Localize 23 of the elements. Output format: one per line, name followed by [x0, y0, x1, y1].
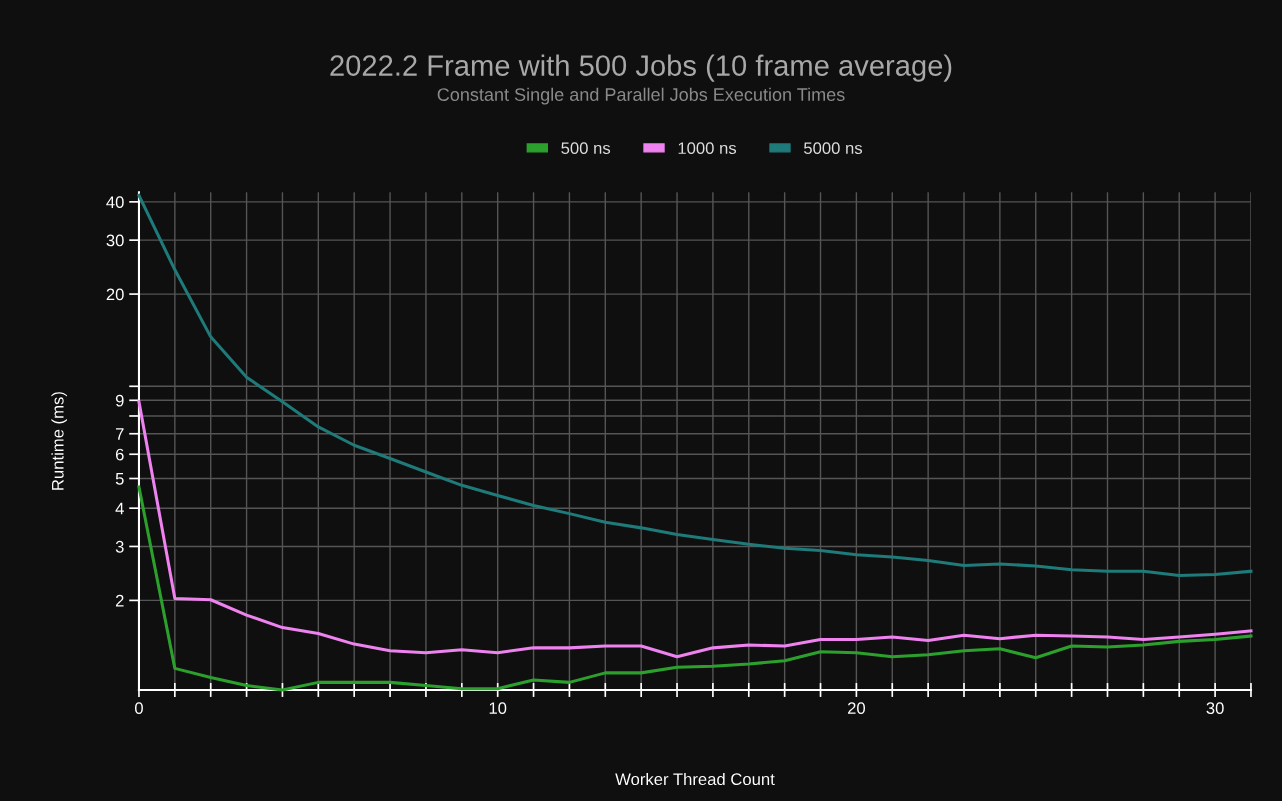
chart-subtitle: Constant Single and Parallel Jobs Execution Times — [437, 87, 845, 105]
y-tick-label: 40 — [106, 196, 124, 209]
y-tick-label: 20 — [106, 288, 124, 301]
legend-label: 5000 ns — [803, 142, 863, 155]
x-tick-label: 30 — [1206, 702, 1224, 715]
chart-title: 2022.2 Frame with 500 Jobs (10 frame average) — [330, 54, 952, 82]
y-tick-label: 4 — [115, 502, 124, 515]
line-series — [137, 400, 1253, 659]
x-axis-title: Worker Thread Count — [615, 772, 775, 786]
y-tick-label: 6 — [115, 448, 124, 461]
x-tick-label: 10 — [489, 702, 507, 715]
y-tick-label: 2 — [115, 594, 124, 607]
legend-label: 1000 ns — [678, 142, 737, 155]
line-series — [137, 193, 1253, 578]
y-axis-title: Runtime (ms) — [51, 392, 67, 490]
x-tick-label: 0 — [134, 702, 143, 715]
y-tick-label: 5 — [115, 473, 124, 485]
y-tick-label: 7 — [115, 428, 124, 440]
y-tick-label: 30 — [106, 234, 124, 247]
legend-label: 500 ns — [561, 142, 611, 155]
y-tick-label: 9 — [115, 394, 124, 407]
y-tick-label: 3 — [115, 540, 124, 553]
x-tick-label: 20 — [847, 702, 866, 715]
